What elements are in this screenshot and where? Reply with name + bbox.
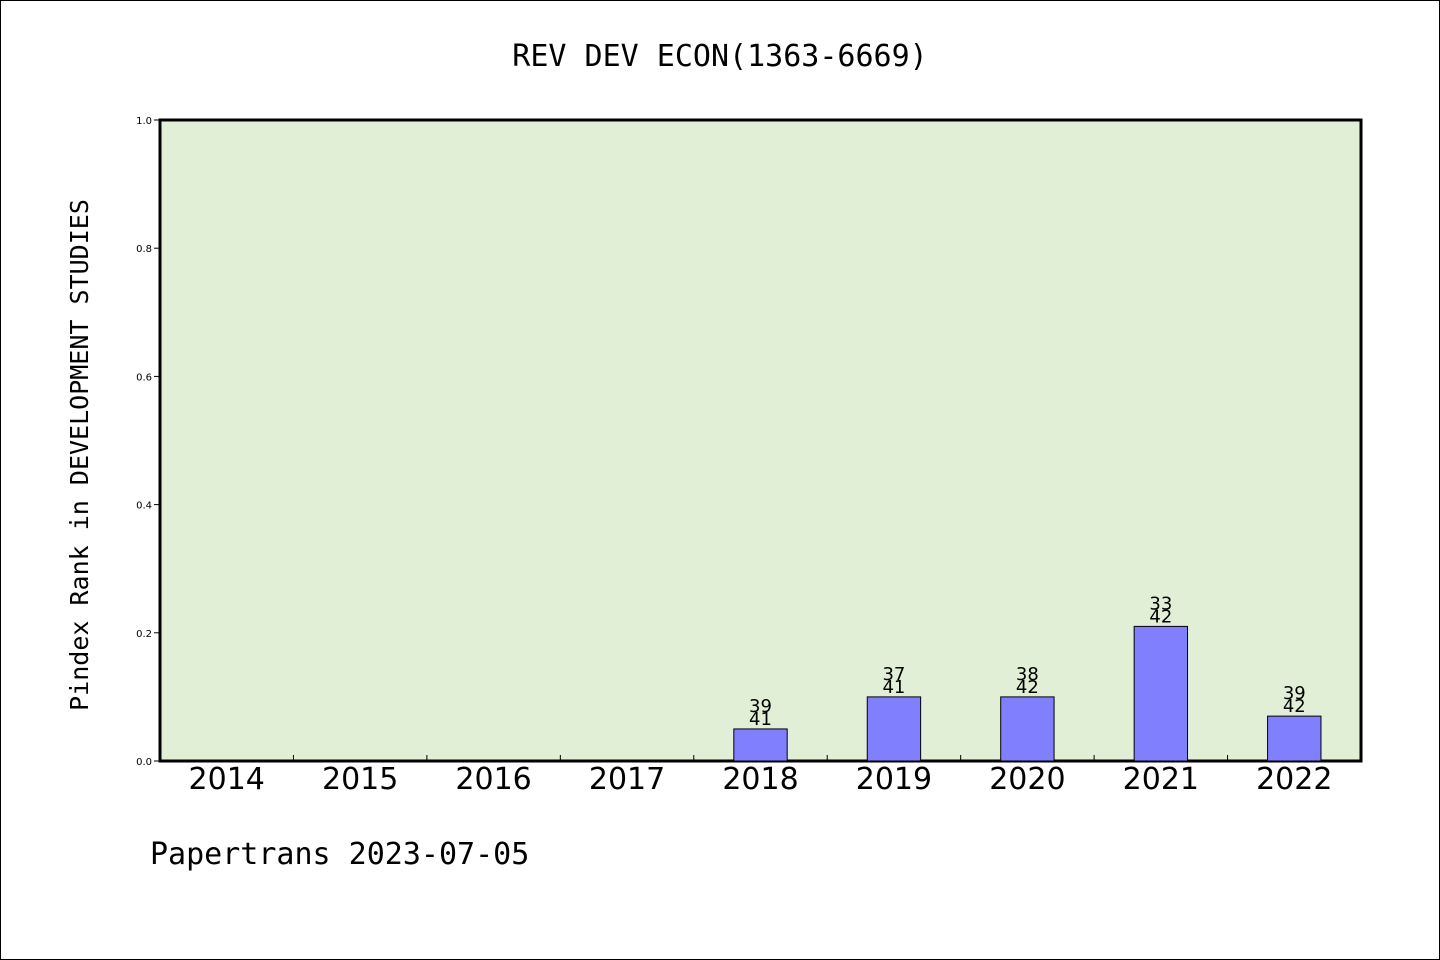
x-tick-label: 2020 — [989, 762, 1065, 797]
x-tick-label: 2015 — [322, 762, 398, 797]
footer-text: Papertrans 2023-07-05 — [150, 837, 529, 872]
bar-label-bottom: 41 — [749, 709, 772, 730]
x-tick-label: 2019 — [856, 762, 932, 797]
y-tick-label: 0.2 — [136, 629, 152, 640]
y-tick-label: 0.8 — [136, 244, 152, 255]
bar-2018 — [733, 728, 788, 762]
bar-label-top: 37 — [882, 664, 905, 685]
bar-2020 — [1000, 696, 1055, 762]
x-axis-ticks: 2014 2015 2016 2017 2018 2019 2020 2021 2022 — [189, 755, 1332, 797]
bar-label-bottom: 42 — [1016, 677, 1039, 698]
bar-label-bottom: 42 — [1283, 696, 1306, 717]
y-tick-label: 0.0 — [136, 757, 152, 768]
bar-2019 — [866, 696, 922, 762]
bar-2021 — [1133, 625, 1189, 762]
x-tick-label: 2021 — [1123, 762, 1199, 797]
x-tick-label: 2018 — [722, 762, 798, 797]
bar-label-bottom: 42 — [1149, 606, 1172, 627]
x-tick-label: 2014 — [189, 762, 265, 797]
y-tick-label: 1.0 — [136, 116, 152, 127]
bar-label-top: 38 — [1016, 664, 1039, 685]
y-tick-label: 0.4 — [136, 501, 152, 512]
x-tick-label: 2017 — [589, 762, 665, 797]
bar-2022 — [1267, 715, 1322, 762]
bar-label-top: 39 — [1283, 683, 1306, 704]
bar-label-top: 33 — [1149, 593, 1172, 614]
bar-label-top: 39 — [749, 696, 772, 717]
x-tick-label: 2016 — [455, 762, 531, 797]
y-axis-ticks: 0.0 0.2 0.4 0.6 0.8 1.0 — [136, 116, 160, 768]
bars — [733, 625, 1322, 762]
bar-label-bottom: 41 — [882, 677, 905, 698]
y-axis-label: Pindex Rank in DEVELOPMENT STUDIES — [65, 199, 94, 711]
chart-title: REV DEV ECON(1363-6669) — [512, 39, 927, 74]
x-tick-label: 2022 — [1256, 762, 1332, 797]
y-tick-label: 0.6 — [136, 372, 152, 383]
